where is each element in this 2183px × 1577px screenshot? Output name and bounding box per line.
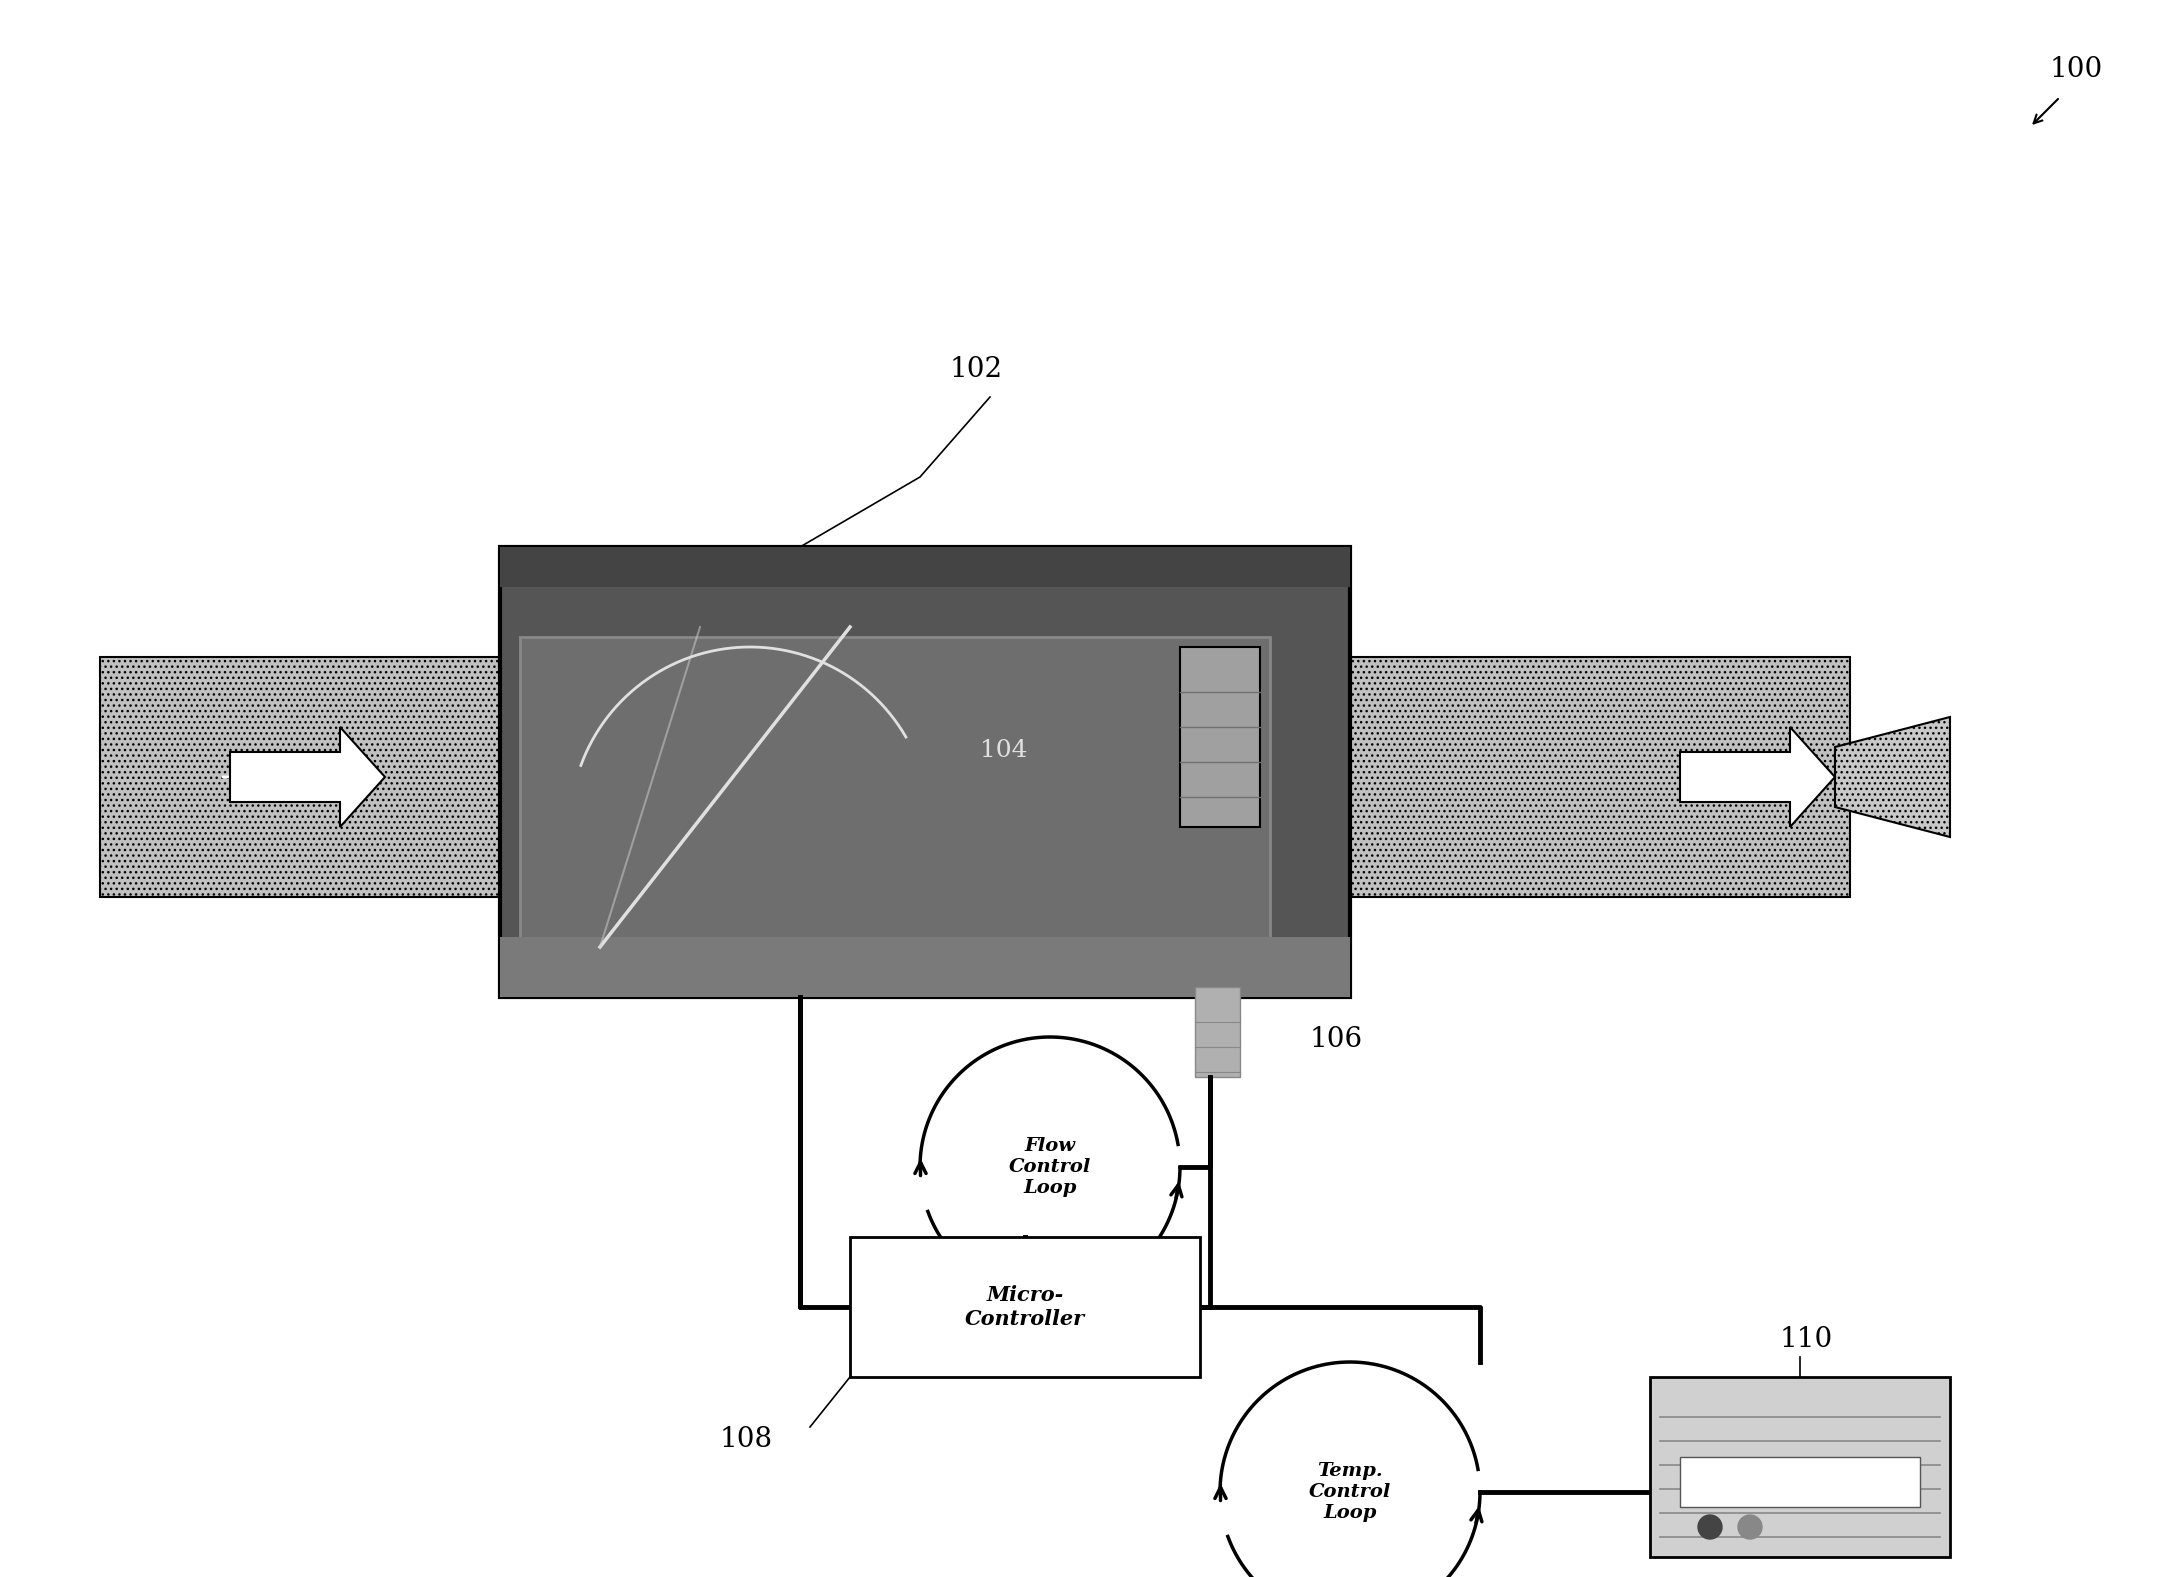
FancyBboxPatch shape xyxy=(520,637,1271,987)
Text: Temp.
Control
Loop: Temp. Control Loop xyxy=(1310,1462,1391,1522)
FancyBboxPatch shape xyxy=(1349,658,1849,897)
Text: Flow
Control
Loop: Flow Control Loop xyxy=(1009,1137,1092,1197)
Circle shape xyxy=(1738,1515,1762,1539)
FancyBboxPatch shape xyxy=(1194,987,1240,1077)
Circle shape xyxy=(1698,1515,1722,1539)
FancyBboxPatch shape xyxy=(1181,647,1260,826)
FancyBboxPatch shape xyxy=(1650,1377,1949,1556)
FancyBboxPatch shape xyxy=(500,937,1349,997)
FancyBboxPatch shape xyxy=(500,547,1349,997)
Text: 108: 108 xyxy=(720,1426,773,1452)
Polygon shape xyxy=(1836,718,1949,837)
Polygon shape xyxy=(229,727,384,826)
Text: Micro-
Controller: Micro- Controller xyxy=(965,1285,1085,1328)
Text: 110: 110 xyxy=(1779,1326,1834,1353)
Polygon shape xyxy=(1681,727,1836,826)
FancyBboxPatch shape xyxy=(100,658,550,897)
FancyBboxPatch shape xyxy=(1681,1457,1921,1508)
FancyBboxPatch shape xyxy=(500,547,1349,587)
Text: 100: 100 xyxy=(2050,57,2102,84)
FancyBboxPatch shape xyxy=(849,1236,1201,1377)
Text: 102: 102 xyxy=(950,356,1004,383)
Text: 106: 106 xyxy=(1310,1027,1362,1053)
Text: 104: 104 xyxy=(980,740,1028,762)
